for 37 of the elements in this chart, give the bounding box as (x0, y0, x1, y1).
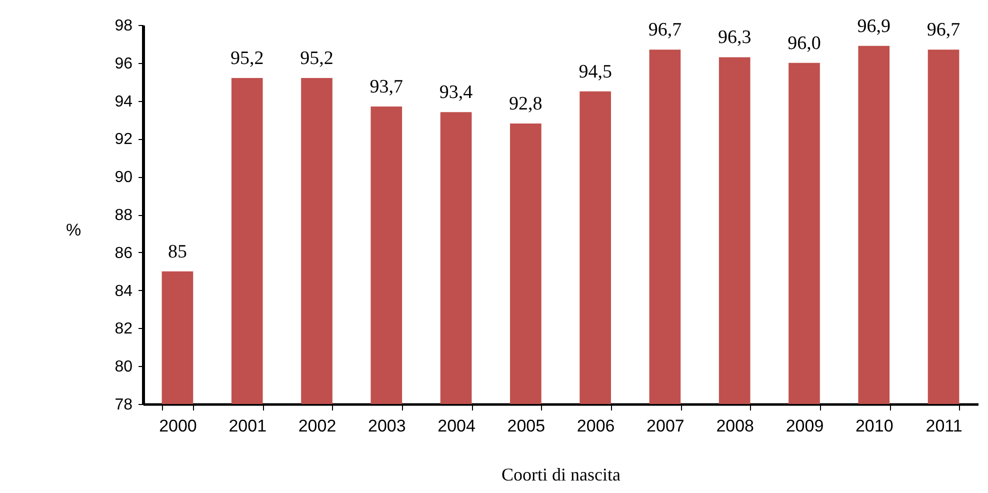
y-tick-label: 88 (114, 207, 133, 224)
y-tick-label: 90 (114, 169, 133, 186)
y-tick-label: 94 (114, 93, 133, 110)
x-tick-label: 2000 (159, 416, 197, 436)
x-tick-label: 2006 (576, 416, 615, 436)
x-tick-label: 2004 (438, 416, 476, 436)
data-label: 94,5 (578, 61, 612, 82)
y-tick-label: 78 (114, 396, 133, 414)
x-tick-label: 2007 (646, 416, 684, 436)
data-label: 95,2 (300, 48, 334, 70)
x-tick-label: 2011 (926, 416, 962, 436)
y-tick-label: 98 (114, 18, 133, 34)
data-label: 93,4 (439, 82, 474, 104)
y-tick-label: 92 (114, 131, 133, 148)
y-tick-label: 80 (114, 358, 133, 376)
data-label: 96,7 (648, 20, 682, 41)
x-axis-title: Coorti di nascita (502, 464, 620, 484)
data-label: 92,8 (509, 94, 542, 115)
data-label: 95,2 (230, 48, 264, 70)
x-tick-label: 2005 (507, 416, 546, 436)
data-label: 96,7 (926, 20, 960, 41)
data-label: 93,7 (370, 76, 404, 98)
x-tick-label: 2003 (368, 416, 406, 436)
x-tick-label: 2009 (786, 416, 824, 436)
data-label: 96,9 (857, 16, 891, 37)
x-tick-label: 2001 (228, 416, 267, 436)
y-axis-title: % (66, 220, 82, 240)
y-tick-label: 82 (114, 320, 133, 338)
y-tick-label: 86 (114, 244, 133, 262)
x-tick-label: 2010 (855, 416, 894, 436)
data-label: 85 (168, 241, 187, 262)
x-tick-label: 2008 (716, 416, 754, 436)
y-tick-label: 96 (114, 55, 133, 72)
data-label: 96,0 (788, 32, 821, 54)
data-label: 96,3 (718, 27, 752, 48)
x-tick-label: 2002 (298, 416, 336, 436)
y-tick-label: 84 (114, 282, 133, 300)
